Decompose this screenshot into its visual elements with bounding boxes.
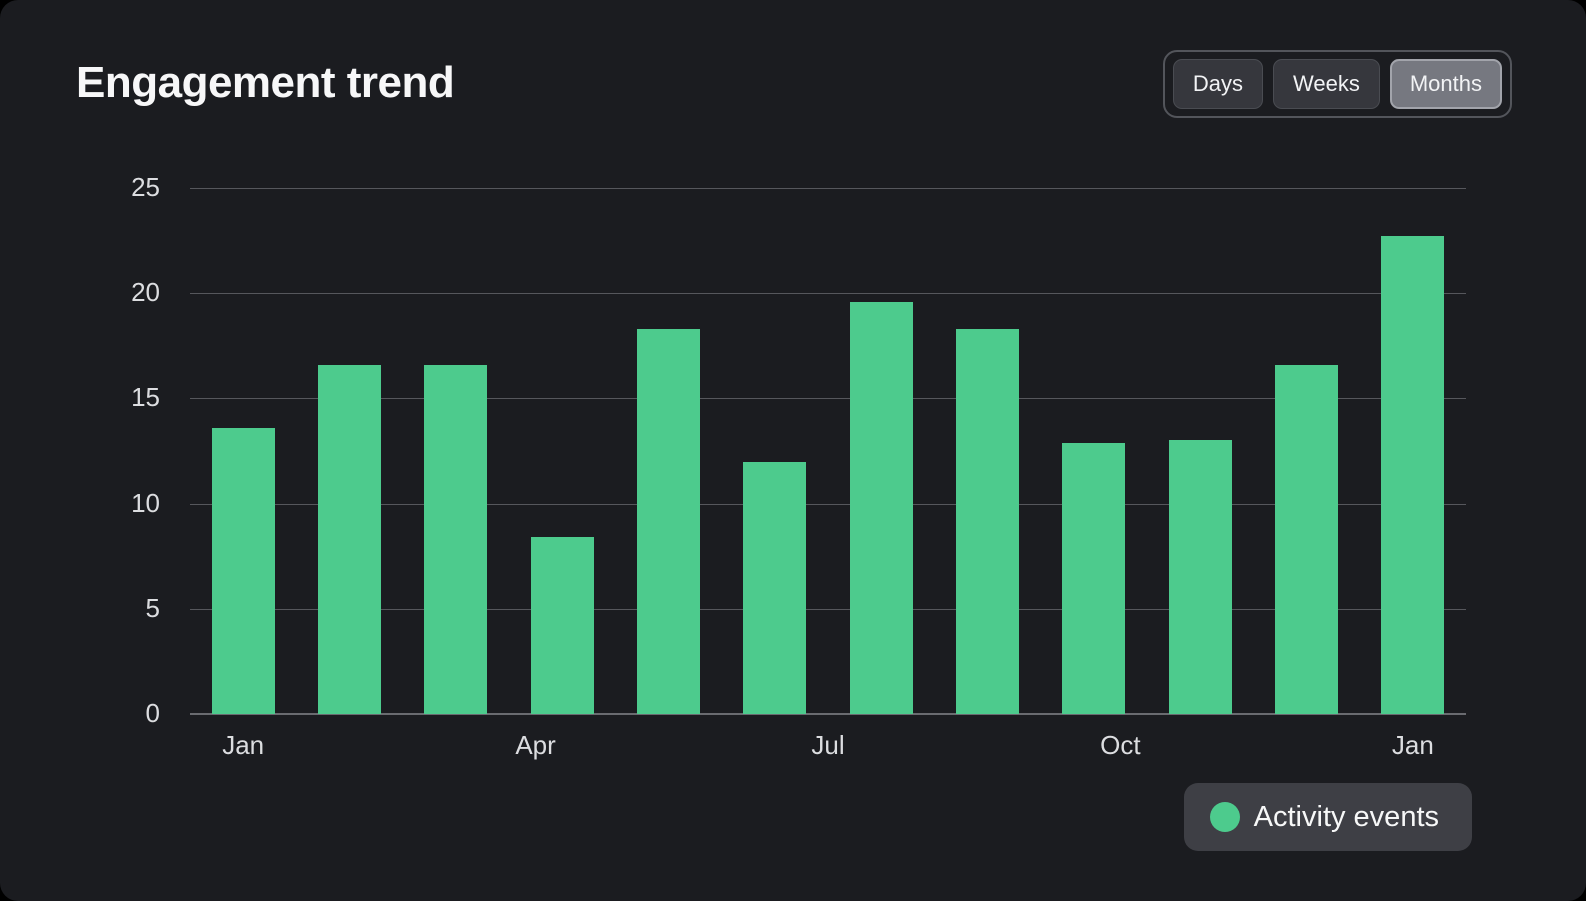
gridline-y15	[190, 398, 1466, 400]
gridline-y20	[190, 293, 1466, 295]
toggle-option-weeks[interactable]: Weeks	[1273, 59, 1380, 109]
activity-bar-11	[1275, 364, 1338, 714]
x-axis-tick-label-3: Jul	[811, 730, 845, 760]
gridline-y25	[190, 188, 1466, 189]
activity-bar-1	[211, 427, 275, 714]
y-axis-tick-label-15: 15	[131, 382, 160, 413]
activity-bar-7	[849, 301, 913, 714]
activity-bar-2	[318, 364, 381, 714]
activity-legend[interactable]: Activity events	[1183, 783, 1472, 851]
legend-label: Activity events	[1253, 800, 1439, 833]
activity-bar-12	[1381, 236, 1445, 714]
activity-bar-4	[530, 537, 594, 714]
activity-bar-9	[1062, 442, 1126, 714]
y-axis-tick-label-10: 10	[131, 487, 160, 518]
activity-bar-5	[637, 328, 700, 714]
plot-area: 0 5 10 15 20 25 Jan Apr Jul Oct Jan	[131, 172, 1466, 760]
activity-bar-8	[956, 328, 1019, 714]
y-axis-tick-label-20: 20	[131, 277, 160, 308]
x-axis-line	[190, 713, 1466, 715]
x-axis-tick-label-2: Apr	[515, 730, 556, 760]
time-range-toggle: Days Weeks Months	[1162, 50, 1512, 118]
y-axis-tick-label-0: 0	[145, 697, 160, 728]
activity-bar-6	[743, 461, 807, 714]
activity-bar-10	[1168, 440, 1232, 714]
page-title: Engagement trend	[76, 58, 455, 107]
activity-bar-3	[424, 364, 488, 714]
legend-dot-icon	[1209, 802, 1240, 832]
y-axis-tick-label-5: 5	[145, 592, 160, 623]
x-axis-tick-label-4: Oct	[1100, 730, 1141, 760]
toggle-option-days[interactable]: Days	[1172, 59, 1263, 109]
x-axis-tick-label-5: Jan	[1391, 730, 1434, 760]
y-axis-tick-label-25: 25	[131, 171, 160, 202]
x-axis-tick-label-1: Jan	[222, 730, 265, 760]
gridline-y5	[190, 608, 1466, 610]
gridline-y10	[190, 503, 1466, 505]
toggle-option-months[interactable]: Months	[1389, 59, 1502, 109]
